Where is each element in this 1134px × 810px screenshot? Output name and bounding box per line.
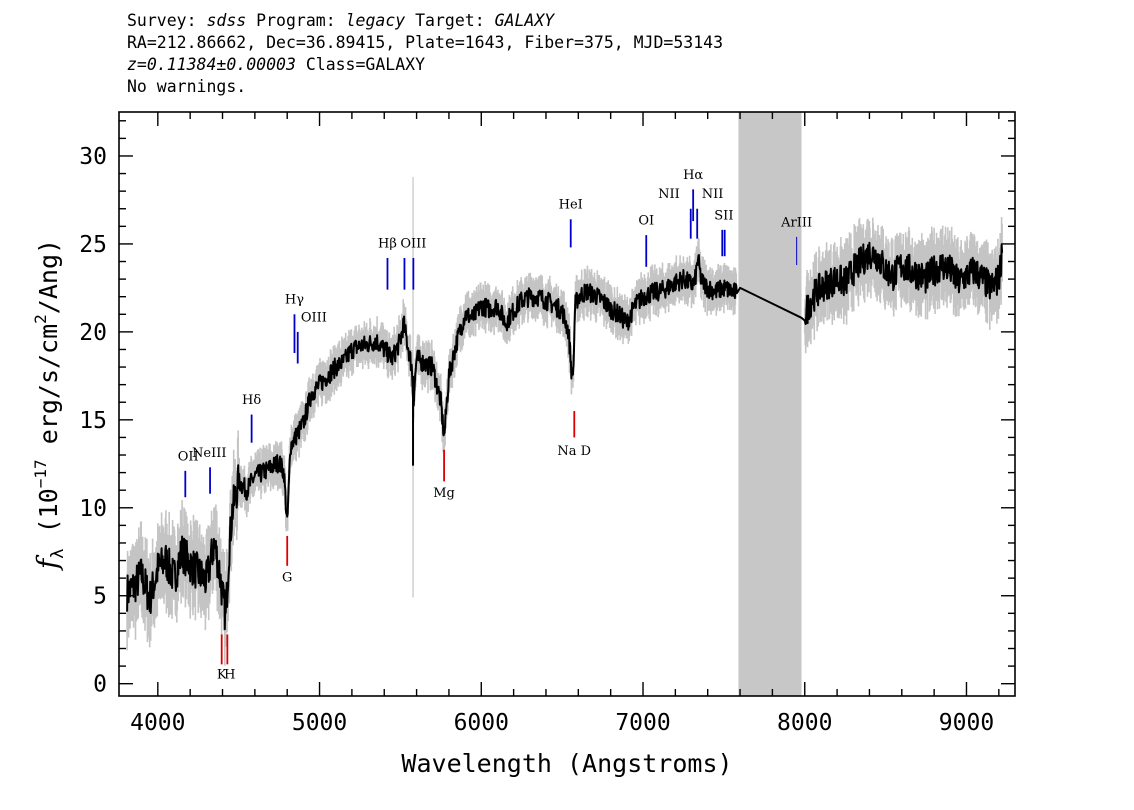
- header-line-warnings: No warnings.: [127, 77, 247, 96]
- program-value: legacy: [345, 11, 406, 30]
- y-tick-label: 15: [79, 408, 107, 434]
- spectrum-line: [126, 241, 1004, 631]
- emission-line-label: NII: [658, 187, 680, 202]
- absorption-line-label: K: [217, 667, 227, 682]
- class-value: Class=GALAXY: [295, 55, 426, 74]
- emission-line-label: Hγ: [285, 293, 304, 308]
- emission-line-label: OII: [178, 449, 199, 464]
- emission-line-label: Hα: [683, 168, 703, 183]
- header-line-redshift: z=0.11384±0.00003 Class=GALAXY: [127, 54, 723, 76]
- x-tick-label: 8000: [777, 710, 832, 736]
- x-axis-label: Wavelength (Angstroms): [401, 749, 732, 778]
- emission-line-label: SII: [714, 208, 733, 223]
- masked-region-layer: [738, 112, 802, 696]
- redshift-value: z=0.11384±0.00003: [127, 55, 296, 74]
- y-axis-label: fλ (10−17 erg/s/cm2/Ang): [31, 239, 68, 571]
- plot-frame: [118, 111, 1016, 697]
- survey-label: Survey:: [127, 11, 207, 30]
- emission-line-label: HeI: [559, 198, 583, 213]
- survey-value: sdss: [206, 11, 247, 30]
- x-tick-label: 6000: [454, 710, 509, 736]
- spectrum-header: Survey: sdss Program: legacy Target: GAL…: [127, 10, 723, 98]
- target-value: GALAXY: [494, 11, 555, 30]
- x-tick-label: 7000: [615, 710, 670, 736]
- emission-line-label: NeIII: [192, 446, 226, 461]
- absorption-line-label: Mg: [433, 486, 455, 501]
- emission-line-label: Hβ: [378, 236, 397, 251]
- emission-line-label: ArIII: [780, 215, 812, 230]
- x-tick-label: 4000: [130, 710, 185, 736]
- x-tick-label: 9000: [939, 710, 994, 736]
- masked-region: [738, 112, 802, 696]
- y-axis-ticks: 0 5 10 15 20 25 30: [79, 120, 1015, 698]
- absorption-line-label: G: [282, 571, 292, 586]
- x-axis-ticks: 4000 5000 6000 7000 8000 9000: [130, 112, 1000, 736]
- emission-line-label: Hδ: [242, 393, 261, 408]
- absorption-line-label: H: [224, 667, 235, 682]
- y-tick-label: 5: [93, 584, 107, 610]
- program-label: Program:: [246, 11, 346, 30]
- header-line-coords: RA=212.86662, Dec=36.89415, Plate=1643, …: [127, 33, 724, 52]
- absorption-line-label: Na D: [557, 444, 591, 459]
- y-tick-label: 0: [93, 672, 107, 698]
- error-band: [126, 217, 1003, 666]
- error-band-layer: [126, 177, 1003, 666]
- emission-line-label: OIII: [301, 310, 327, 325]
- y-tick-label: 20: [79, 320, 107, 346]
- y-tick-label: 10: [79, 496, 107, 522]
- emission-line-label: OI: [638, 214, 654, 229]
- x-tick-label: 5000: [292, 710, 347, 736]
- y-tick-label: 30: [79, 144, 107, 170]
- header-line-survey: Survey: sdss Program: legacy Target: GAL…: [127, 10, 723, 32]
- y-tick-label: 25: [79, 232, 107, 258]
- emission-line-label: NII: [702, 187, 724, 202]
- spectrum-layer: [126, 241, 1004, 631]
- target-label: Target:: [405, 11, 495, 30]
- emission-line-label: OIII: [400, 236, 426, 251]
